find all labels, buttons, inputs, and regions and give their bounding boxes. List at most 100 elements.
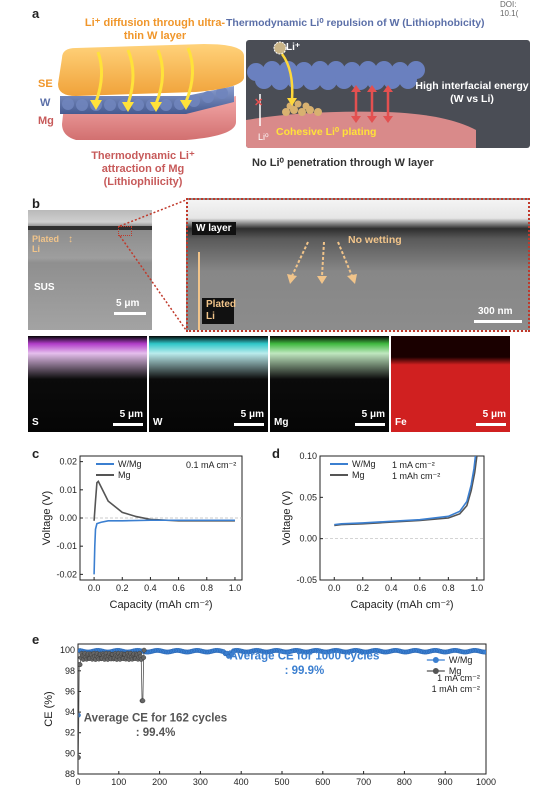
- no-wetting-arrows: [287, 241, 357, 284]
- sem-cross-section: Plated Li ↕ SUS 5 μm: [28, 210, 152, 330]
- chart-d: 0.0 0.2 0.4 0.6 0.8 1.0 0.10 0.05 0.00 -0.05 Capac…: [281, 451, 485, 611]
- panel-label-d: d: [272, 446, 280, 461]
- y-tick-label: 96: [65, 686, 75, 696]
- chart-annotation: 1 mAh cm⁻²: [392, 471, 440, 481]
- interface-zoom-panel: Li⁺ ✕ Li⁰ High interfacial energy (W vs …: [246, 40, 530, 148]
- x-tick-label: 1000: [476, 777, 496, 787]
- legend-swatch-marker: [432, 657, 439, 663]
- legend-label: W/Mg: [352, 459, 376, 469]
- x-tick-label: 0: [75, 777, 80, 787]
- eds-scale-label: 5 μm: [482, 409, 506, 420]
- x-tick-label: 0.0: [88, 583, 101, 593]
- eds-scale-label: 5 μm: [119, 409, 143, 420]
- chart-annotation: 0.1 mA cm⁻²: [186, 460, 236, 470]
- layer-label-se: SE: [38, 78, 53, 90]
- chart-e: 0 100 200 300 400 500 600 700 800 900 1000 100 98 96 9…: [43, 643, 496, 787]
- plated-li-label: Plated Li: [32, 234, 60, 254]
- high-energy-label: High interfacial energy (W vs Li): [415, 80, 529, 105]
- eds-scale-label: 5 μm: [361, 409, 385, 420]
- annotation-mg-value: : 99.4%: [136, 727, 176, 739]
- annotation-w-mg-value: : 99.9%: [285, 665, 325, 677]
- panel-label-e: e: [32, 632, 40, 647]
- thermo-attraction-caption: Thermodynamic Li⁺ attraction of Mg (Lith…: [91, 150, 195, 188]
- zoom-box: [118, 226, 132, 236]
- y-tick-label: 90: [65, 748, 75, 758]
- eds-scale-bar: [476, 423, 506, 426]
- x-tick-label: 800: [397, 777, 412, 787]
- x-tick-label: 100: [111, 777, 126, 787]
- layer-stack-illustration: [58, 44, 244, 140]
- panel-label-a: a: [32, 6, 40, 21]
- x-axis-label: Capacity (mAh cm⁻²): [351, 599, 454, 611]
- legend-label: W/Mg: [118, 459, 142, 469]
- y-tick-label: 88: [65, 769, 75, 779]
- sus-label: SUS: [34, 282, 55, 293]
- x-tick-label: 0.8: [442, 583, 455, 593]
- series-w-mg: [78, 647, 486, 718]
- x-tick-label: 0.8: [201, 583, 214, 593]
- y-tick-label: 0.00: [59, 513, 77, 523]
- plot-frame: [319, 455, 485, 581]
- eds-scale-bar: [355, 423, 385, 426]
- thermo-repulsion-caption: Thermodynamic Li⁰ repulsion of W (Lithio…: [226, 17, 485, 29]
- y-tick-label: 0.10: [299, 451, 317, 461]
- plated-li-zoom-label: Plated Li: [202, 298, 236, 324]
- no-wetting-label: No wetting: [348, 234, 402, 246]
- se-layer: [58, 44, 244, 96]
- eds-map-mg: Mg 5 μm: [270, 336, 389, 432]
- x-tick-label: 900: [438, 777, 453, 787]
- legend-swatch-marker: [432, 668, 439, 674]
- y-tick-label: -0.01: [56, 541, 77, 551]
- x-tick-label: 600: [315, 777, 330, 787]
- eds-map-row: S 5 μm W 5 μm Mg 5 μm Fe 5 μm: [28, 336, 530, 432]
- layer-label-mg: Mg: [38, 115, 54, 127]
- eds-element-label: Mg: [274, 417, 289, 428]
- legend-label: Mg: [118, 470, 131, 480]
- annotation-w-mg: Average CE for 1000 cycles: [230, 650, 380, 662]
- y-tick-label: 0.01: [59, 485, 77, 495]
- y-axis-label: Voltage (V): [281, 491, 293, 545]
- scale-label-300nm: 300 nm: [478, 306, 513, 317]
- x-tick-label: 500: [274, 777, 289, 787]
- eds-map-s: S 5 μm: [28, 336, 147, 432]
- point-mg: [141, 655, 147, 661]
- series-line-mg: [93, 480, 235, 522]
- layer-label-w: W: [40, 97, 51, 109]
- series-line-w-mg: [93, 519, 235, 575]
- eds-element-label: Fe: [395, 417, 407, 428]
- panel-label-c: c: [32, 446, 40, 461]
- annotation-mg: Average CE for 162 cycles: [84, 712, 227, 724]
- x-mark: ✕: [254, 97, 264, 109]
- x-tick-label: 1.0: [229, 583, 242, 593]
- no-penetration-caption: No Li⁰ penetration through W layer: [252, 157, 434, 169]
- scale-bar-300nm: [474, 320, 522, 323]
- x-tick-label: 0.2: [357, 583, 370, 593]
- point-mg: [141, 647, 147, 653]
- plot-frame: [77, 643, 487, 775]
- doi-text: DOI: 10.1(: [500, 0, 519, 18]
- legend-label: W/Mg: [449, 655, 473, 665]
- plated-li-arrow: ↕: [68, 234, 73, 245]
- x-tick-label: 0.2: [116, 583, 129, 593]
- eds-scale-label: 5 μm: [240, 409, 264, 420]
- series-line-mg: [334, 456, 478, 527]
- y-tick-label: -0.02: [56, 569, 77, 579]
- y-tick-label: 92: [65, 728, 75, 738]
- x-tick-label: 700: [356, 777, 371, 787]
- y-tick-label: 94: [65, 707, 75, 717]
- eds-scale-bar: [234, 423, 264, 426]
- eds-map-w: W 5 μm: [149, 336, 268, 432]
- y-axis-label: CE (%): [43, 691, 55, 726]
- y-tick-label: -0.05: [296, 575, 317, 585]
- x-tick-label: 0.4: [144, 583, 157, 593]
- y-tick-label: 100: [60, 645, 75, 655]
- y-tick-label: 0.00: [299, 534, 317, 544]
- conditions-label: 1 mAh cm⁻²: [432, 684, 480, 694]
- zoom-connector-lines: [119, 199, 187, 331]
- li-ion-label: Li⁺: [286, 42, 301, 53]
- line-mg: [78, 650, 145, 758]
- cohesive-plating-label: Cohesive Li⁰ plating: [276, 126, 377, 138]
- x-axis-label: Capacity (mAh cm⁻²): [110, 599, 213, 611]
- series-mg: [78, 647, 147, 760]
- scale-label-5um: 5 μm: [116, 298, 140, 309]
